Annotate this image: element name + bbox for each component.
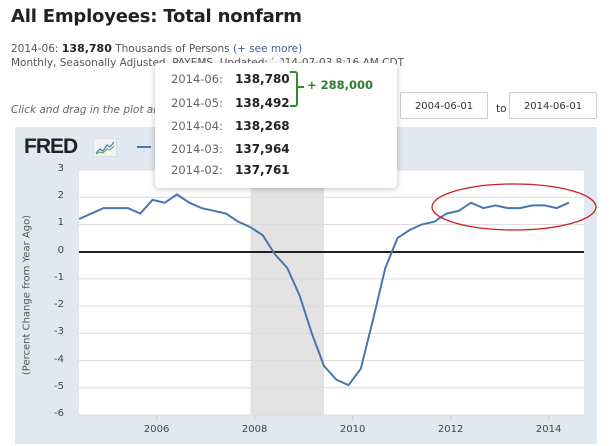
y-tick-label: -1 — [54, 271, 64, 283]
page-title: All Employees: Total nonfarm — [11, 6, 302, 27]
recession-shading — [250, 170, 324, 415]
start-date-input[interactable]: 2004-06-01 — [400, 92, 488, 119]
tooltip-row: 2014-02: 137,761 — [171, 163, 290, 177]
see-more-link[interactable]: (+ see more) — [232, 43, 303, 55]
tooltip-row: 2014-05: 138,492 — [171, 96, 290, 110]
x-tick-label: 2010 — [339, 424, 366, 435]
annotation-ellipse — [431, 183, 597, 231]
fred-chart-icon — [93, 138, 117, 157]
x-tick-label: 2008 — [241, 424, 268, 435]
legend-series-swatch — [137, 146, 151, 148]
bracket-tick — [298, 86, 304, 88]
series-line[interactable] — [78, 193, 570, 387]
tooltip-row: 2014-03: 137,964 — [171, 142, 290, 156]
fred-logo[interactable]: FRED — [24, 135, 78, 158]
latest-value: 138,780 — [61, 42, 112, 55]
end-date-input[interactable]: 2014-06-01 — [509, 92, 597, 119]
tooltip-row: 2014-04: 138,268 — [171, 119, 290, 133]
bracket-icon — [290, 71, 298, 107]
y-tick-label: -6 — [54, 408, 64, 419]
units: Thousands of Persons — [115, 43, 230, 55]
latest-observation: 2014-06: 138,780 Thousands of Persons (+… — [11, 42, 302, 55]
x-tick-label: 2014 — [535, 424, 562, 435]
latest-date: 2014-06: — [11, 43, 59, 55]
y-tick-label: -3 — [54, 326, 64, 338]
y-tick-label: 3 — [57, 163, 64, 174]
to-label: to — [496, 103, 507, 115]
y-tick-label: -4 — [54, 353, 64, 365]
tooltip-row: 2014-06: 138,780 — [171, 72, 290, 86]
gridlines — [79, 169, 584, 420]
observations-tooltip: 2014-06: 138,780 2014-05: 138,492 2014-04:… — [155, 63, 397, 188]
x-tick-label: 2006 — [143, 424, 170, 435]
y-tick-label: -5 — [54, 380, 64, 392]
y-tick-label: 1 — [57, 217, 64, 229]
monthly-change: + 288,000 — [307, 78, 374, 92]
x-tick-label: 2012 — [437, 424, 464, 435]
plot-area — [79, 170, 584, 415]
y-tick-label: 2 — [57, 190, 64, 202]
y-tick-label: -2 — [54, 299, 64, 311]
y-tick-label: 0 — [57, 244, 64, 256]
